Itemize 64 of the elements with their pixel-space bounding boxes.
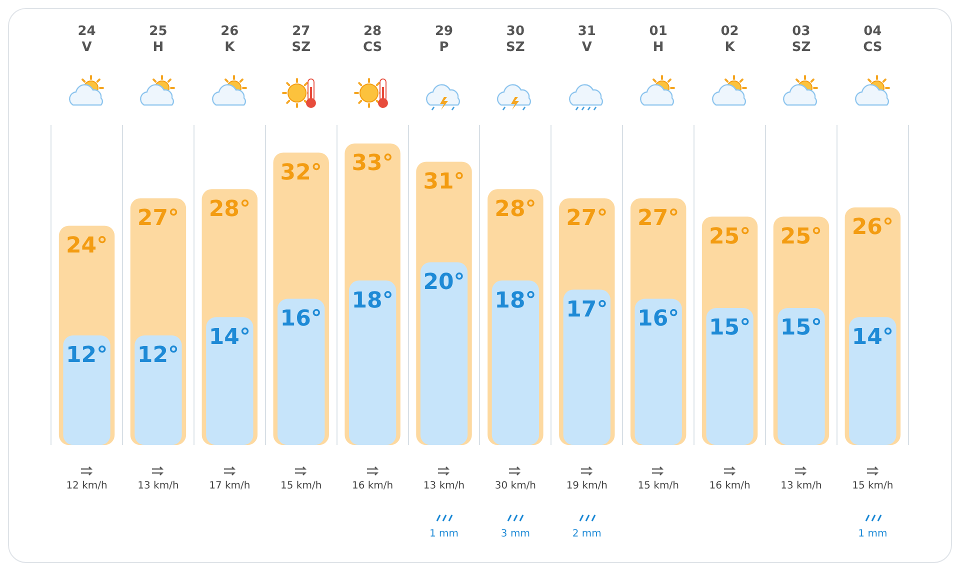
x-tick-label: 04 CS <box>863 24 882 55</box>
bar <box>420 262 468 445</box>
data-label: 27° <box>566 206 608 232</box>
data-label: 28° <box>494 196 536 222</box>
annotation: 16 km/h <box>709 480 750 492</box>
annotation: 12 km/h <box>66 480 108 492</box>
bar <box>206 317 254 445</box>
annotation: 17 km/h <box>209 480 250 492</box>
annotation: 30 km/h <box>494 480 536 492</box>
bar <box>134 335 182 445</box>
x-tick-label: 29 P <box>434 24 454 55</box>
data-label: 24° <box>66 233 108 258</box>
annotation: 16 km/h <box>352 480 394 492</box>
data-label: 15° <box>780 316 822 341</box>
x-tick-label: 27 SZ <box>292 24 311 55</box>
bar <box>278 298 325 445</box>
data-label: 32° <box>280 160 322 186</box>
data-label: 20° <box>423 270 465 295</box>
bar <box>706 308 754 445</box>
data-label: 25° <box>708 224 751 250</box>
data-label: 18° <box>494 288 536 314</box>
data-label: 12° <box>137 343 180 368</box>
bar <box>63 335 110 445</box>
x-tick-label: 30 SZ <box>506 24 525 55</box>
data-label: 28° <box>208 196 250 222</box>
data-label: 16° <box>280 306 322 332</box>
data-label: 26° <box>852 215 894 240</box>
bar <box>849 317 896 445</box>
annotation: 15 km/h <box>852 480 894 492</box>
x-tick-label: 01 H <box>649 24 668 55</box>
data-label: 12° <box>66 343 108 368</box>
annotation: 15 km/h <box>280 480 322 492</box>
x-tick-label: 03 SZ <box>792 24 811 55</box>
text: 1 mm <box>429 528 459 540</box>
data-label: 33° <box>352 151 394 176</box>
annotation: 13 km/h <box>423 480 465 492</box>
text: 2 mm <box>572 528 602 540</box>
x-tick-label: 02 K <box>720 24 739 55</box>
annotation: 19 km/h <box>566 480 608 492</box>
data-label: 18° <box>352 288 394 314</box>
annotation: 13 km/h <box>780 480 822 492</box>
x-tick-label: 26 K <box>220 24 239 55</box>
data-label: 27° <box>137 206 180 232</box>
data-label: 17° <box>566 297 608 322</box>
data-label: 27° <box>638 206 680 232</box>
x-tick-label: 28 CS <box>362 24 382 55</box>
data-label: 15° <box>708 316 751 341</box>
data-label: 31° <box>423 169 465 194</box>
bar <box>348 280 396 445</box>
data-label: 16° <box>638 306 680 332</box>
bar <box>492 280 540 445</box>
x-tick-label: 31 V <box>578 24 596 55</box>
bar <box>778 308 825 445</box>
data-label: 14° <box>852 324 894 350</box>
x-tick-label: 24 V <box>78 24 96 55</box>
bar <box>563 290 610 445</box>
x-tick-label: 25 H <box>149 24 168 55</box>
annotation: 15 km/h <box>638 480 679 492</box>
data-label: 25° <box>780 224 822 250</box>
annotation: 13 km/h <box>138 480 179 492</box>
bar <box>634 298 682 445</box>
data-label: 14° <box>208 324 250 350</box>
text: 1 mm <box>858 528 888 540</box>
text: 3 mm <box>500 528 530 540</box>
